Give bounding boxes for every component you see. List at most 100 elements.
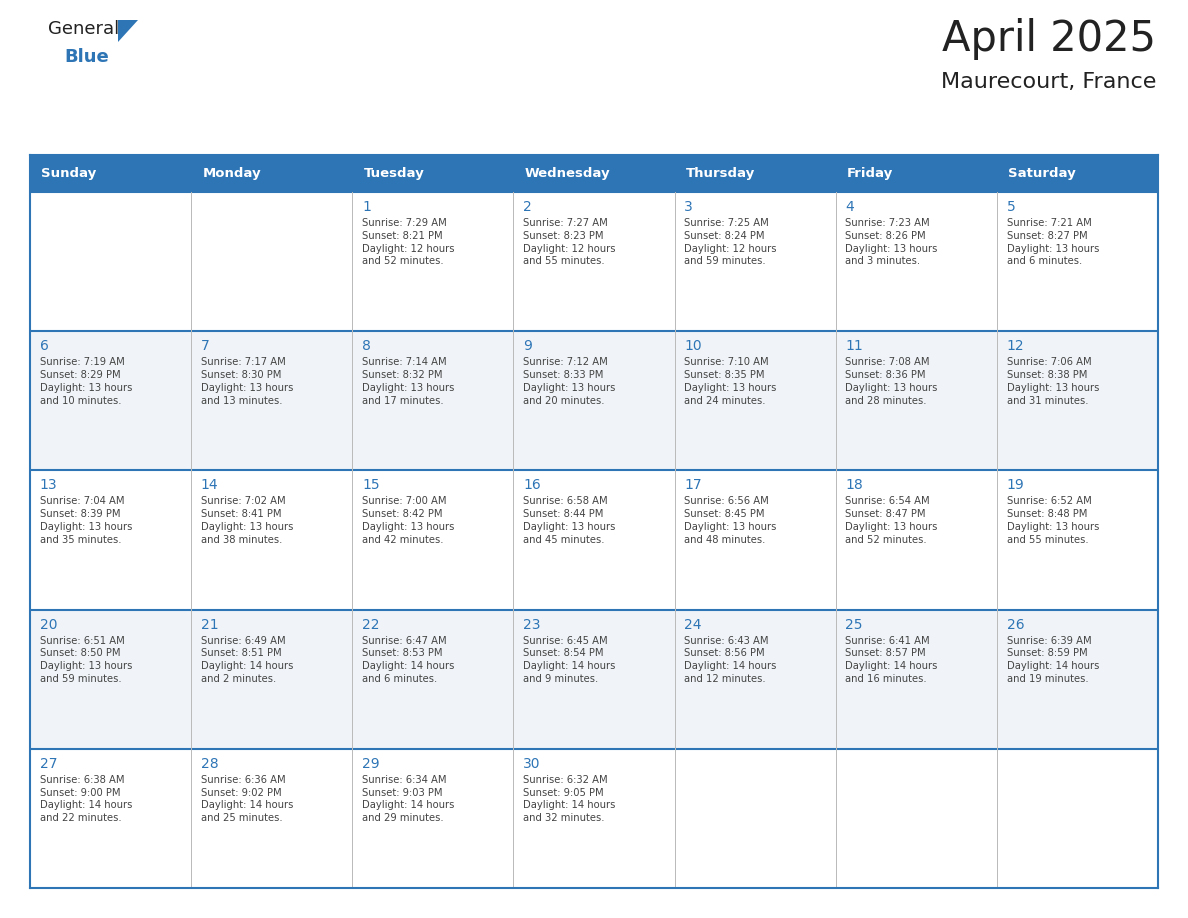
Text: Sunrise: 6:41 AM
Sunset: 8:57 PM
Daylight: 14 hours
and 16 minutes.: Sunrise: 6:41 AM Sunset: 8:57 PM Dayligh… bbox=[846, 635, 937, 684]
Text: Tuesday: Tuesday bbox=[364, 167, 424, 180]
Text: Sunrise: 7:02 AM
Sunset: 8:41 PM
Daylight: 13 hours
and 38 minutes.: Sunrise: 7:02 AM Sunset: 8:41 PM Dayligh… bbox=[201, 497, 293, 544]
Text: Sunrise: 7:27 AM
Sunset: 8:23 PM
Daylight: 12 hours
and 55 minutes.: Sunrise: 7:27 AM Sunset: 8:23 PM Dayligh… bbox=[523, 218, 615, 266]
Text: Sunrise: 6:38 AM
Sunset: 9:00 PM
Daylight: 14 hours
and 22 minutes.: Sunrise: 6:38 AM Sunset: 9:00 PM Dayligh… bbox=[39, 775, 132, 823]
Text: 9: 9 bbox=[523, 339, 532, 353]
Polygon shape bbox=[118, 20, 138, 42]
Bar bbox=[30, 155, 191, 192]
Text: Sunrise: 7:17 AM
Sunset: 8:30 PM
Daylight: 13 hours
and 13 minutes.: Sunrise: 7:17 AM Sunset: 8:30 PM Dayligh… bbox=[201, 357, 293, 406]
Text: 29: 29 bbox=[362, 756, 380, 771]
Text: Monday: Monday bbox=[202, 167, 261, 180]
Text: Sunrise: 7:06 AM
Sunset: 8:38 PM
Daylight: 13 hours
and 31 minutes.: Sunrise: 7:06 AM Sunset: 8:38 PM Dayligh… bbox=[1006, 357, 1099, 406]
Text: April 2025: April 2025 bbox=[942, 18, 1156, 60]
Text: Sunrise: 7:23 AM
Sunset: 8:26 PM
Daylight: 13 hours
and 3 minutes.: Sunrise: 7:23 AM Sunset: 8:26 PM Dayligh… bbox=[846, 218, 937, 266]
Text: Sunrise: 6:32 AM
Sunset: 9:05 PM
Daylight: 14 hours
and 32 minutes.: Sunrise: 6:32 AM Sunset: 9:05 PM Dayligh… bbox=[523, 775, 615, 823]
Text: 6: 6 bbox=[39, 339, 49, 353]
Text: Sunrise: 6:51 AM
Sunset: 8:50 PM
Daylight: 13 hours
and 59 minutes.: Sunrise: 6:51 AM Sunset: 8:50 PM Dayligh… bbox=[39, 635, 132, 684]
Bar bbox=[997, 470, 1158, 610]
Text: 10: 10 bbox=[684, 339, 702, 353]
Text: 22: 22 bbox=[362, 618, 379, 632]
Bar bbox=[191, 610, 353, 749]
Bar bbox=[513, 749, 675, 888]
Text: Saturday: Saturday bbox=[1009, 167, 1076, 180]
Bar bbox=[30, 610, 191, 749]
Text: Friday: Friday bbox=[847, 167, 893, 180]
Text: Sunrise: 6:49 AM
Sunset: 8:51 PM
Daylight: 14 hours
and 2 minutes.: Sunrise: 6:49 AM Sunset: 8:51 PM Dayligh… bbox=[201, 635, 293, 684]
Bar bbox=[675, 155, 835, 192]
Text: 30: 30 bbox=[523, 756, 541, 771]
Bar bbox=[191, 192, 353, 331]
Text: 5: 5 bbox=[1006, 200, 1016, 214]
Bar bbox=[353, 610, 513, 749]
Text: Sunrise: 6:36 AM
Sunset: 9:02 PM
Daylight: 14 hours
and 25 minutes.: Sunrise: 6:36 AM Sunset: 9:02 PM Dayligh… bbox=[201, 775, 293, 823]
Text: Sunrise: 7:25 AM
Sunset: 8:24 PM
Daylight: 12 hours
and 59 minutes.: Sunrise: 7:25 AM Sunset: 8:24 PM Dayligh… bbox=[684, 218, 777, 266]
Text: 24: 24 bbox=[684, 618, 702, 632]
Text: 3: 3 bbox=[684, 200, 693, 214]
Text: Sunrise: 6:47 AM
Sunset: 8:53 PM
Daylight: 14 hours
and 6 minutes.: Sunrise: 6:47 AM Sunset: 8:53 PM Dayligh… bbox=[362, 635, 454, 684]
Text: Sunrise: 6:34 AM
Sunset: 9:03 PM
Daylight: 14 hours
and 29 minutes.: Sunrise: 6:34 AM Sunset: 9:03 PM Dayligh… bbox=[362, 775, 454, 823]
Text: Sunrise: 7:19 AM
Sunset: 8:29 PM
Daylight: 13 hours
and 10 minutes.: Sunrise: 7:19 AM Sunset: 8:29 PM Dayligh… bbox=[39, 357, 132, 406]
Bar bbox=[191, 749, 353, 888]
Text: Blue: Blue bbox=[64, 48, 109, 66]
Text: 26: 26 bbox=[1006, 618, 1024, 632]
Bar bbox=[997, 610, 1158, 749]
Bar bbox=[513, 155, 675, 192]
Text: Sunrise: 6:58 AM
Sunset: 8:44 PM
Daylight: 13 hours
and 45 minutes.: Sunrise: 6:58 AM Sunset: 8:44 PM Dayligh… bbox=[523, 497, 615, 544]
Bar bbox=[30, 192, 191, 331]
Text: Sunrise: 6:56 AM
Sunset: 8:45 PM
Daylight: 13 hours
and 48 minutes.: Sunrise: 6:56 AM Sunset: 8:45 PM Dayligh… bbox=[684, 497, 777, 544]
Bar bbox=[835, 610, 997, 749]
Bar bbox=[997, 155, 1158, 192]
Text: Sunrise: 6:45 AM
Sunset: 8:54 PM
Daylight: 14 hours
and 9 minutes.: Sunrise: 6:45 AM Sunset: 8:54 PM Dayligh… bbox=[523, 635, 615, 684]
Text: Thursday: Thursday bbox=[685, 167, 756, 180]
Text: Sunrise: 7:29 AM
Sunset: 8:21 PM
Daylight: 12 hours
and 52 minutes.: Sunrise: 7:29 AM Sunset: 8:21 PM Dayligh… bbox=[362, 218, 455, 266]
Text: 4: 4 bbox=[846, 200, 854, 214]
Bar bbox=[191, 155, 353, 192]
Text: Sunrise: 7:12 AM
Sunset: 8:33 PM
Daylight: 13 hours
and 20 minutes.: Sunrise: 7:12 AM Sunset: 8:33 PM Dayligh… bbox=[523, 357, 615, 406]
Text: 14: 14 bbox=[201, 478, 219, 492]
Text: Sunrise: 7:10 AM
Sunset: 8:35 PM
Daylight: 13 hours
and 24 minutes.: Sunrise: 7:10 AM Sunset: 8:35 PM Dayligh… bbox=[684, 357, 777, 406]
Text: Sunrise: 7:14 AM
Sunset: 8:32 PM
Daylight: 13 hours
and 17 minutes.: Sunrise: 7:14 AM Sunset: 8:32 PM Dayligh… bbox=[362, 357, 454, 406]
Bar bbox=[675, 610, 835, 749]
Text: 11: 11 bbox=[846, 339, 864, 353]
Text: Maurecourt, France: Maurecourt, France bbox=[941, 72, 1156, 92]
Bar bbox=[30, 331, 191, 470]
Bar bbox=[675, 749, 835, 888]
Bar bbox=[835, 331, 997, 470]
Bar bbox=[353, 749, 513, 888]
Text: Wednesday: Wednesday bbox=[525, 167, 611, 180]
Bar bbox=[513, 192, 675, 331]
Bar bbox=[191, 331, 353, 470]
Text: 2: 2 bbox=[523, 200, 532, 214]
Bar bbox=[513, 470, 675, 610]
Text: 25: 25 bbox=[846, 618, 862, 632]
Bar bbox=[675, 192, 835, 331]
Bar bbox=[835, 749, 997, 888]
Bar bbox=[353, 470, 513, 610]
Text: Sunrise: 6:54 AM
Sunset: 8:47 PM
Daylight: 13 hours
and 52 minutes.: Sunrise: 6:54 AM Sunset: 8:47 PM Dayligh… bbox=[846, 497, 937, 544]
Bar bbox=[191, 470, 353, 610]
Bar bbox=[835, 155, 997, 192]
Text: 8: 8 bbox=[362, 339, 371, 353]
Bar bbox=[353, 155, 513, 192]
Text: Sunrise: 7:04 AM
Sunset: 8:39 PM
Daylight: 13 hours
and 35 minutes.: Sunrise: 7:04 AM Sunset: 8:39 PM Dayligh… bbox=[39, 497, 132, 544]
Text: 17: 17 bbox=[684, 478, 702, 492]
Text: General: General bbox=[48, 20, 119, 38]
Text: 20: 20 bbox=[39, 618, 57, 632]
Bar bbox=[835, 470, 997, 610]
Bar bbox=[675, 331, 835, 470]
Bar bbox=[997, 192, 1158, 331]
Bar bbox=[997, 749, 1158, 888]
Bar bbox=[997, 331, 1158, 470]
Text: 12: 12 bbox=[1006, 339, 1024, 353]
Text: 16: 16 bbox=[523, 478, 541, 492]
Bar bbox=[675, 470, 835, 610]
Text: Sunrise: 7:08 AM
Sunset: 8:36 PM
Daylight: 13 hours
and 28 minutes.: Sunrise: 7:08 AM Sunset: 8:36 PM Dayligh… bbox=[846, 357, 937, 406]
Bar bbox=[353, 192, 513, 331]
Bar bbox=[30, 749, 191, 888]
Text: 27: 27 bbox=[39, 756, 57, 771]
Text: Sunday: Sunday bbox=[42, 167, 96, 180]
Text: 21: 21 bbox=[201, 618, 219, 632]
Bar bbox=[513, 610, 675, 749]
Text: 19: 19 bbox=[1006, 478, 1024, 492]
Text: 15: 15 bbox=[362, 478, 380, 492]
Text: 7: 7 bbox=[201, 339, 209, 353]
